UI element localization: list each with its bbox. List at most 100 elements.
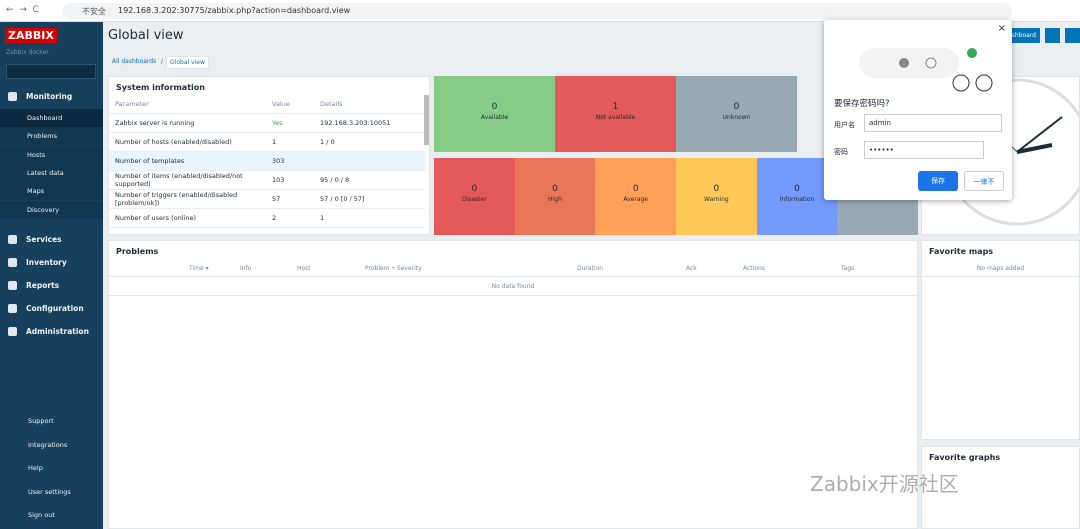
password-field[interactable]: •••••• [864,141,984,159]
illustration [859,48,993,92]
column-header: Details [314,95,425,114]
table-cell: 2 [266,208,314,228]
column-header[interactable]: Ack [686,265,697,272]
menu-icon [8,257,17,267]
table-cell: 103 [266,170,314,190]
menu-item[interactable]: Configuration [26,303,84,313]
tile-label: Disaster [461,196,487,203]
table-cell: 57 / 0 [0 / 57] [314,189,425,209]
footer-item[interactable]: Support [28,417,54,425]
status-tile[interactable]: 0 Warning [676,158,757,235]
submenu-item[interactable]: Maps [0,182,103,201]
logo[interactable]: ZABBIX [5,28,57,43]
tile-label: Unknown [722,114,751,121]
status-tile[interactable]: 0 High [514,158,596,235]
table-cell: 1 / 0 [314,132,425,152]
submenu-item[interactable]: Hosts [0,145,103,164]
column-header: Parameter [109,95,266,114]
problems-widget: Problems Time ▾ Info Host Problem • Severit… [108,240,918,529]
column-header[interactable]: Tags [841,265,855,272]
breadcrumb[interactable]: All dashboards [112,58,157,65]
footer-item[interactable]: Sign out [28,511,55,519]
table-cell: 1 [314,208,425,228]
widget-title: Favorite maps [929,247,994,256]
menu-icon [8,280,17,290]
sidebar: ZABBIX Zabbix docker Monitoring Dashboard… [0,22,103,529]
footer-item[interactable]: User settings [28,487,71,496]
column-header[interactable]: Host [297,265,311,272]
scrollbar[interactable] [424,95,429,145]
table-row: Number of users (online) 2 1 [109,208,425,228]
close-button[interactable]: × [997,23,1006,34]
menu-icon [8,303,17,313]
tile-label: Average [623,196,648,203]
footer-item[interactable]: Integrations [28,440,68,449]
submenu-item[interactable]: Latest data [0,163,103,182]
column-header[interactable]: Info [240,265,252,272]
breadcrumb[interactable]: Global view [166,56,209,69]
username-label: 用户名 [834,121,855,129]
server-name: Zabbix docker [6,49,49,56]
system-table: Parameter Value Details Zabbix server is ru… [109,95,425,228]
submenu-item[interactable]: Discovery [0,200,103,219]
kiosk-button[interactable] [1065,28,1080,43]
table-cell: 57 [266,189,314,209]
save-button[interactable]: 保存 [918,171,958,191]
never-button[interactable]: 一律不 [964,171,1004,191]
menu-item[interactable]: Monitoring [26,92,73,101]
tile-value: 0 [471,184,478,194]
column-header[interactable]: Problem • Severity [365,265,422,272]
widget-title: Favorite graphs [929,453,1001,462]
column-header[interactable]: Duration [577,265,604,272]
menu-item[interactable]: Reports [26,280,60,290]
status-tile[interactable]: 1 Not available [555,76,676,152]
tile-value: 0 [713,184,720,194]
table-cell: Number of templates [109,151,266,171]
tile-value: 0 [632,184,639,194]
table-cell [314,151,425,171]
tile-value: 0 [491,102,498,112]
table-cell: Number of hosts (enabled/disabled) [109,132,266,152]
column-header[interactable]: Time ▾ [189,265,209,272]
username-field[interactable]: admin [864,114,1002,132]
address-bar[interactable]: 不安全 192.168.3.202:30775/zabbix.php?actio… [62,3,1012,19]
tile-value: 1 [612,102,619,112]
table-row: Number of hosts (enabled/disabled) 1 1 / 0 [109,132,425,152]
menu-item[interactable]: Administration [26,326,89,336]
status-tile[interactable]: 0 Average [595,158,677,235]
tile-value: 0 [733,102,740,112]
browser-bar: ← → C 不安全 192.168.3.202:30775/zabbix.php… [0,0,1080,22]
footer-item[interactable]: Help [28,464,43,472]
menu-icon [8,234,17,244]
favorite-maps-widget: Favorite maps No maps added [921,240,1080,440]
status-tile[interactable]: 0 Disaster [434,158,515,235]
search[interactable] [6,64,96,79]
nav-buttons[interactable]: ← → C [6,5,39,15]
status-tile[interactable]: 0 Unknown [676,76,797,152]
tile-label: Not available [595,114,636,121]
column-header[interactable]: Actions [743,265,765,272]
submenu-item[interactable]: Problems [0,127,103,146]
status-tile[interactable]: 0 Information [756,158,838,235]
security-label: 不安全 [82,7,106,16]
status-tile[interactable]: 0 Available [434,76,555,152]
menu-button[interactable] [1045,28,1060,43]
table-cell: Zabbix server is running [109,113,266,133]
menu-item[interactable]: Services [26,234,62,244]
column-header: Value [266,95,314,114]
password-label: 密码 [834,148,848,156]
watermark: Zabbix开源社区 [810,472,959,496]
table-cell: Number of triggers (enabled/disabled [pr… [109,189,266,209]
page-title: Global view [108,28,184,43]
menu-item[interactable]: Inventory [26,257,67,267]
table-row: Number of triggers (enabled/disabled [pr… [109,189,425,209]
url: 192.168.3.202:30775/zabbix.php?action=da… [118,6,351,15]
table-cell: 192.168.3.203:10051 [314,113,425,133]
table-row: Number of items (enabled/disabled/not su… [109,170,425,190]
table-cell: 1 [266,132,314,152]
table-cell: Yes [266,113,314,133]
table-cell: Number of users (online) [109,208,266,228]
submenu-item[interactable]: Dashboard [0,109,103,127]
table-row: Zabbix server is running Yes 192.168.3.203… [109,113,425,133]
table-row: Number of templates 303 [109,151,425,171]
